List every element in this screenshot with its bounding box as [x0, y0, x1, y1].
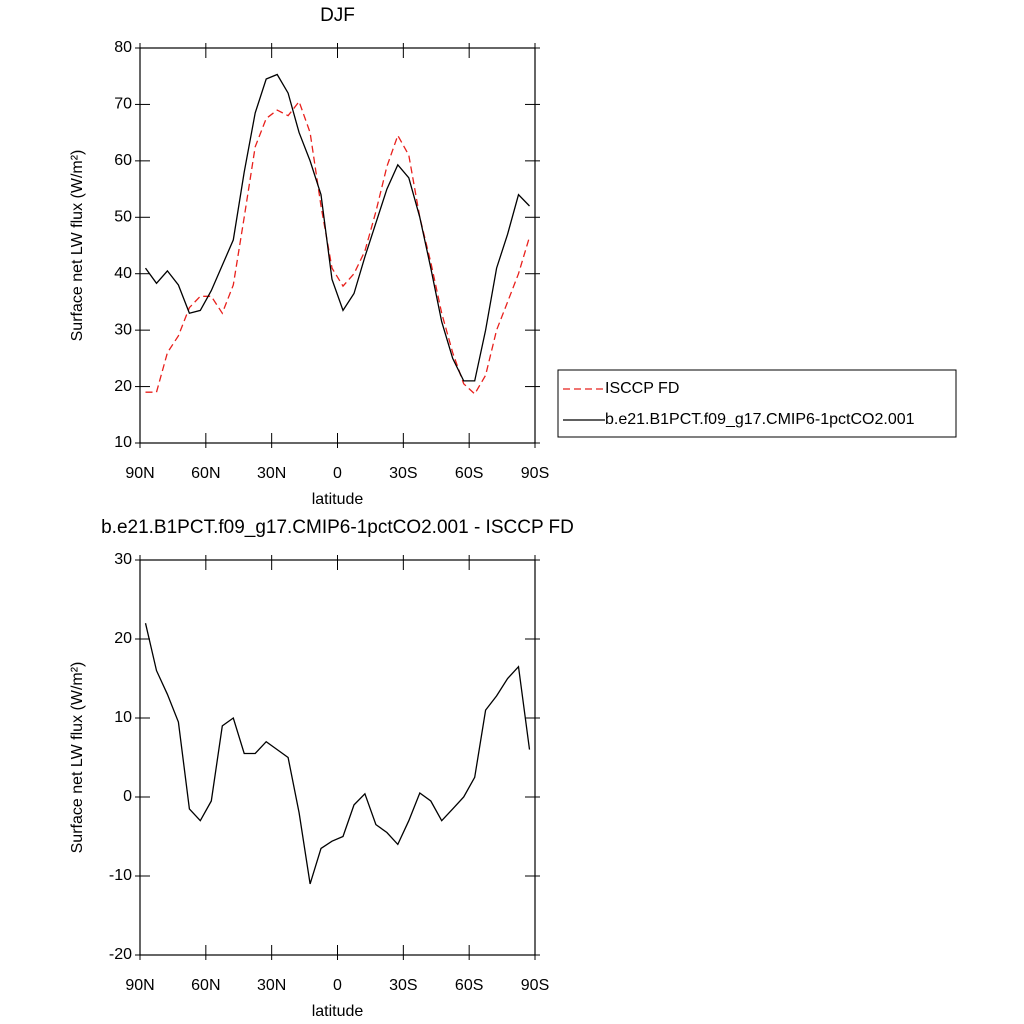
y-tick-label: 20	[114, 378, 132, 395]
y-tick-label: 70	[114, 96, 132, 113]
plot-frame	[139, 559, 536, 956]
x-axis-title: latitude	[312, 1003, 364, 1020]
x-tick-label: 30S	[389, 977, 417, 994]
x-tick-label: 60S	[455, 977, 483, 994]
y-axis-title: Surface net LW flux (W/m²)	[69, 150, 86, 342]
y-tick-label: 50	[114, 209, 132, 226]
data-line	[144, 73, 530, 382]
y-tick-label: 60	[114, 152, 132, 169]
x-tick-label: 60N	[191, 977, 220, 994]
x-tick-label: 90S	[521, 977, 549, 994]
x-tick-label: 30S	[389, 465, 417, 482]
y-tick-label: -10	[109, 867, 132, 884]
legend: ISCCP FD b.e21.B1PCT.f09_g17.CMIP6-1pctCO…	[557, 369, 957, 438]
x-tick-label: 90N	[125, 977, 154, 994]
x-tick-label: 30N	[257, 977, 286, 994]
y-tick-label: -20	[109, 946, 132, 963]
x-tick-label: 60N	[191, 465, 220, 482]
data-line	[145, 100, 531, 395]
y-tick-label: 30	[114, 551, 132, 568]
y-tick-label: 0	[123, 788, 132, 805]
x-tick-label: 30N	[257, 465, 286, 482]
y-axis-title: Surface net LW flux (W/m²)	[69, 662, 86, 854]
legend-label: ISCCP FD	[605, 380, 679, 397]
plot-frame	[139, 47, 536, 444]
chart-title: DJF	[320, 5, 355, 26]
legend-label: b.e21.B1PCT.f09_g17.CMIP6-1pctCO2.001	[605, 411, 915, 428]
x-tick-label: 60S	[455, 465, 483, 482]
y-tick-label: 40	[114, 265, 132, 282]
chart-title: b.e21.B1PCT.f09_g17.CMIP6-1pctCO2.001 - …	[101, 517, 574, 538]
x-tick-label: 0	[333, 465, 342, 482]
legend-box	[557, 369, 957, 438]
x-tick-label: 90S	[521, 465, 549, 482]
data-line	[144, 623, 531, 885]
x-tick-label: 90N	[125, 465, 154, 482]
y-tick-label: 80	[114, 39, 132, 56]
y-tick-label: 20	[114, 630, 132, 647]
x-tick-label: 0	[333, 977, 342, 994]
y-tick-label: 10	[114, 434, 132, 451]
y-tick-label: 30	[114, 321, 132, 338]
y-tick-label: 10	[114, 709, 132, 726]
x-axis-title: latitude	[312, 491, 364, 508]
